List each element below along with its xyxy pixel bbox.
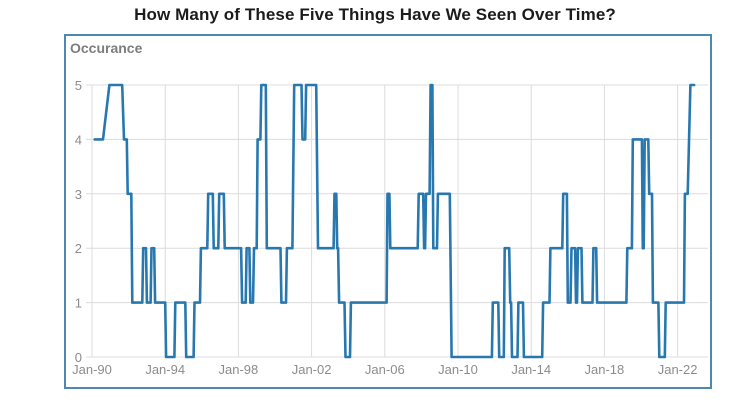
x-tick-label: Jan-22 <box>658 362 698 377</box>
y-tick-label: 3 <box>75 187 82 202</box>
y-axis-title: Occurance <box>70 40 143 56</box>
y-tick-label: 4 <box>75 132 82 147</box>
x-tick-label: Jan-90 <box>72 362 112 377</box>
occurrence-line <box>93 83 696 359</box>
x-tick-label: Jan-98 <box>219 362 259 377</box>
y-tick-label: 2 <box>75 241 82 256</box>
line-chart: 0 1 2 3 4 5 Jan-90 Jan-94 Jan-98 Jan-02 Jan-06 Jan-… <box>72 78 708 377</box>
y-tick-label: 5 <box>75 78 82 93</box>
x-tick-label: Jan-18 <box>585 362 625 377</box>
chart-container: Occurance 0 1 2 3 4 5 Jan-90 Jan-94 Jan-98 Jan-02… <box>64 34 712 389</box>
x-tick-label: Jan-06 <box>365 362 405 377</box>
chart-title: How Many of These Five Things Have We Se… <box>134 5 616 24</box>
x-tick-label: Jan-02 <box>292 362 332 377</box>
x-tick-label: Jan-14 <box>511 362 551 377</box>
y-tick-label: 0 <box>75 350 82 365</box>
x-tick-label: Jan-94 <box>145 362 185 377</box>
x-tick-label: Jan-10 <box>438 362 478 377</box>
y-tick-label: 1 <box>75 296 82 311</box>
